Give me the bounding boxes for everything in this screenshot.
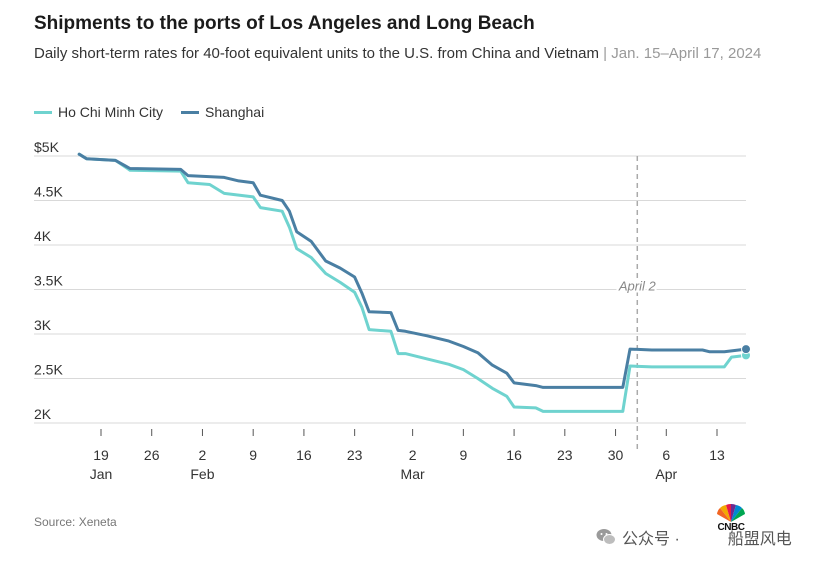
legend-item-ho-chi-minh-city: Ho Chi Minh City: [34, 104, 163, 120]
chart-legend: Ho Chi Minh City Shanghai: [34, 104, 282, 120]
subtitle-dates: | Jan. 15–April 17, 2024: [603, 45, 762, 62]
cnbc-logo-text: CNBC: [717, 522, 745, 533]
x-tick-label-9: 23: [557, 447, 573, 463]
legend-item-shanghai: Shanghai: [181, 104, 264, 120]
x-tick-label-5: 23: [347, 447, 363, 463]
legend-swatch-ho-chi-minh-city: [34, 110, 52, 114]
y-tick-label-1: 2.5K: [34, 362, 63, 378]
subtitle-description: Daily short-term rates for 40-foot equiv…: [34, 45, 599, 62]
cnbc-peacock-icon: [717, 503, 745, 522]
watermark-text-left: 公众号 ·: [622, 531, 680, 548]
chart-subtitle: Daily short-term rates for 40-foot equiv…: [34, 43, 764, 64]
series-line-ho-chi-minh-city: [77, 152, 748, 413]
legend-label-shanghai: Shanghai: [205, 104, 265, 120]
x-tick-label-1: 26: [144, 447, 160, 463]
watermark-text-right: 船盟风电: [727, 531, 792, 548]
y-tick-label-4: 4K: [34, 228, 52, 244]
series-endpoint-shanghai: [741, 344, 751, 355]
series-line-shanghai: [77, 152, 748, 389]
y-tick-label-2: 3K: [34, 317, 52, 333]
x-tick-label-10: 30: [608, 447, 624, 463]
x-tick-label-7: 9: [459, 447, 467, 463]
y-tick-label-5: 4.5K: [34, 184, 63, 200]
source-note: Source: Xeneta: [34, 515, 117, 529]
legend-swatch-shanghai: [181, 110, 200, 114]
legend-label-ho-chi-minh-city: Ho Chi Minh City: [58, 104, 164, 120]
y-tick-label-0: 2K: [34, 406, 52, 422]
x-tick-label-3: 9: [249, 447, 257, 463]
x-month-label-2: Feb: [190, 466, 214, 482]
x-tick-label-0: 19: [93, 447, 109, 463]
watermark: 公众号 · 船盟风电: [596, 525, 792, 549]
wechat-icon: [596, 529, 616, 545]
annotation-label-0: April 2: [618, 278, 657, 293]
x-tick-label-12: 13: [709, 447, 725, 463]
chart-title: Shipments to the ports of Los Angeles an…: [34, 13, 535, 34]
x-month-label-0: Jan: [90, 466, 113, 482]
x-tick-label-8: 16: [506, 447, 522, 463]
x-month-label-6: Mar: [401, 466, 425, 482]
y-tick-label-3: 3.5K: [34, 273, 63, 289]
y-tick-label-6: $5K: [34, 139, 60, 155]
x-tick-label-11: 6: [662, 447, 670, 463]
x-tick-label-6: 2: [409, 447, 417, 463]
x-month-label-11: Apr: [655, 466, 677, 482]
x-tick-label-2: 2: [199, 447, 207, 463]
x-tick-label-4: 16: [296, 447, 312, 463]
